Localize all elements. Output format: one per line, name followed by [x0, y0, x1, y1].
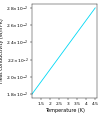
X-axis label: Temperature (K): Temperature (K): [45, 108, 84, 113]
Y-axis label: Heat conductivity (W/m·K): Heat conductivity (W/m·K): [0, 19, 4, 83]
